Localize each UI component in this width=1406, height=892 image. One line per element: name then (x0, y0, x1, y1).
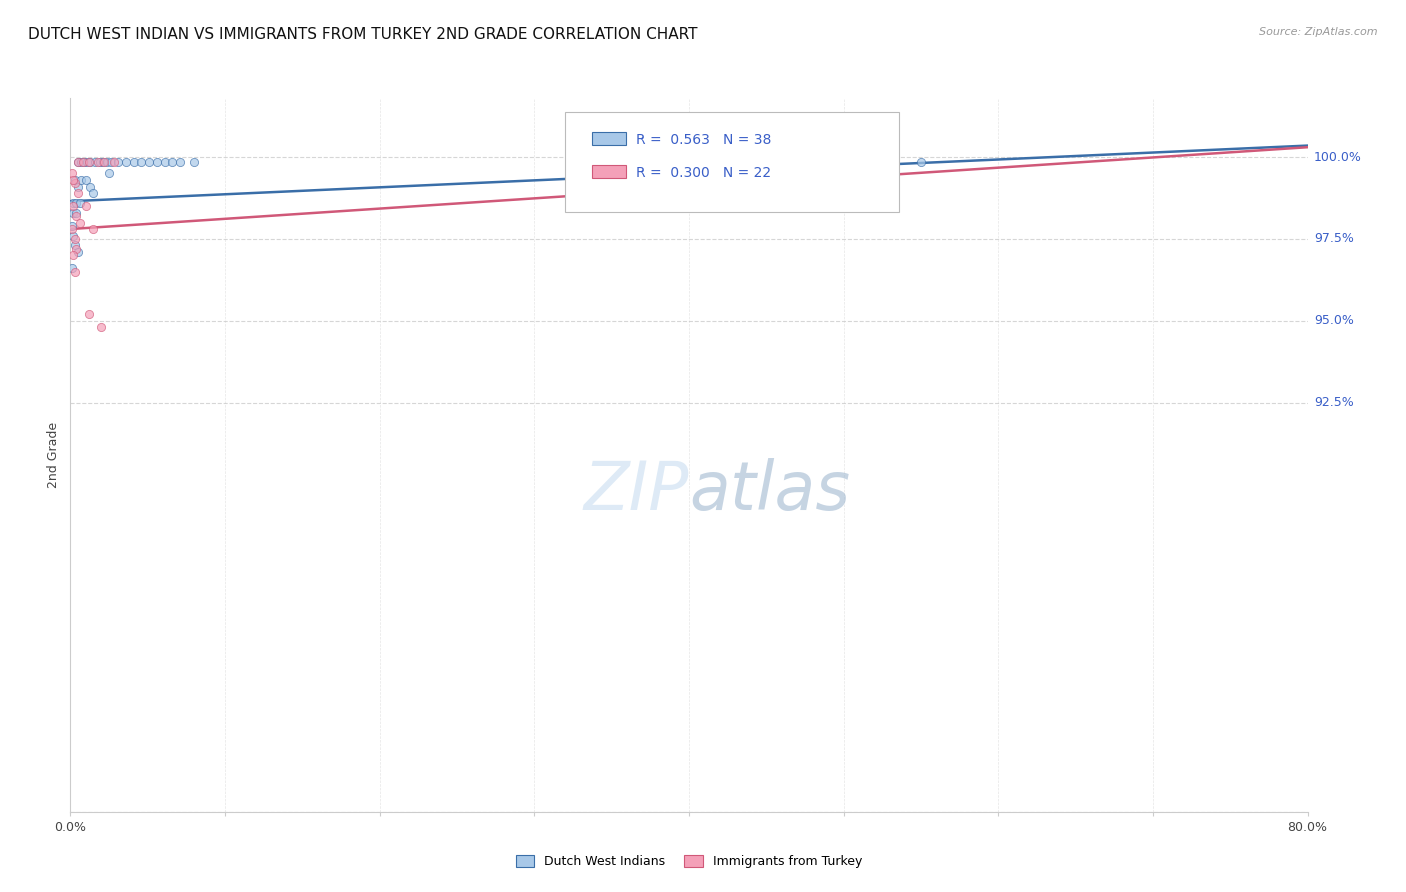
Text: 95.0%: 95.0% (1313, 314, 1354, 327)
Point (77, 307, 100, 321)
Point (910, 155, 932, 169)
Point (162, 155, 184, 169)
Point (76, 155, 98, 169)
Point (69, 215, 91, 229)
Point (77, 155, 100, 169)
Point (67, 179, 90, 194)
Point (75, 199, 97, 213)
Point (115, 155, 138, 169)
Text: Source: ZipAtlas.com: Source: ZipAtlas.com (1260, 27, 1378, 37)
Point (63, 264, 86, 278)
Point (69, 195, 91, 210)
Text: R =  0.300   N = 22: R = 0.300 N = 22 (636, 166, 770, 180)
Point (63, 176, 86, 190)
Point (62, 173, 84, 187)
Point (82, 186, 105, 200)
Y-axis label: 2nd Grade: 2nd Grade (46, 422, 60, 488)
Text: atlas: atlas (689, 458, 851, 524)
Text: 92.5%: 92.5% (1313, 396, 1354, 409)
Point (87, 155, 110, 169)
Point (67, 186, 90, 200)
Point (63, 232, 86, 246)
Text: 97.5%: 97.5% (1313, 233, 1354, 245)
FancyBboxPatch shape (565, 112, 900, 212)
Point (91, 155, 114, 169)
Point (65, 195, 87, 210)
Point (82, 222, 105, 236)
Point (183, 155, 205, 169)
Point (146, 155, 169, 169)
Point (153, 155, 176, 169)
Point (96, 155, 118, 169)
Point (79, 179, 101, 194)
Point (100, 155, 122, 169)
Point (60, 219, 83, 233)
Text: R =  0.563   N = 38: R = 0.563 N = 38 (636, 133, 770, 146)
Point (122, 155, 145, 169)
Point (75, 173, 97, 187)
Legend: Dutch West Indians, Immigrants from Turkey: Dutch West Indians, Immigrants from Turk… (510, 850, 868, 873)
Text: 100.0%: 100.0% (1313, 151, 1361, 163)
Point (62, 205, 84, 219)
Point (90, 320, 112, 334)
Point (89, 155, 111, 169)
Point (79, 155, 101, 169)
Point (62, 199, 84, 213)
Point (103, 155, 125, 169)
Point (60, 222, 83, 236)
Point (63, 173, 86, 187)
Point (67, 155, 90, 169)
Point (60, 166, 83, 180)
Point (67, 155, 90, 169)
FancyBboxPatch shape (592, 165, 626, 178)
Point (107, 155, 129, 169)
Point (93, 155, 115, 169)
Point (63, 238, 86, 252)
Point (60, 261, 83, 276)
Point (169, 155, 191, 169)
Point (65, 209, 87, 223)
Point (62, 228, 84, 243)
Point (67, 244, 90, 259)
Point (72, 155, 94, 169)
Point (84, 155, 107, 169)
Point (65, 205, 87, 219)
Point (131, 155, 153, 169)
Text: DUTCH WEST INDIAN VS IMMIGRANTS FROM TURKEY 2ND GRADE CORRELATION CHART: DUTCH WEST INDIAN VS IMMIGRANTS FROM TUR… (28, 27, 697, 42)
FancyBboxPatch shape (592, 132, 626, 145)
Point (70, 173, 93, 187)
Point (70, 155, 93, 169)
Text: ZIP: ZIP (583, 458, 689, 524)
Point (62, 195, 84, 210)
Point (73, 155, 96, 169)
Point (98, 166, 120, 180)
Point (65, 242, 87, 256)
Point (62, 248, 84, 262)
Point (138, 155, 160, 169)
